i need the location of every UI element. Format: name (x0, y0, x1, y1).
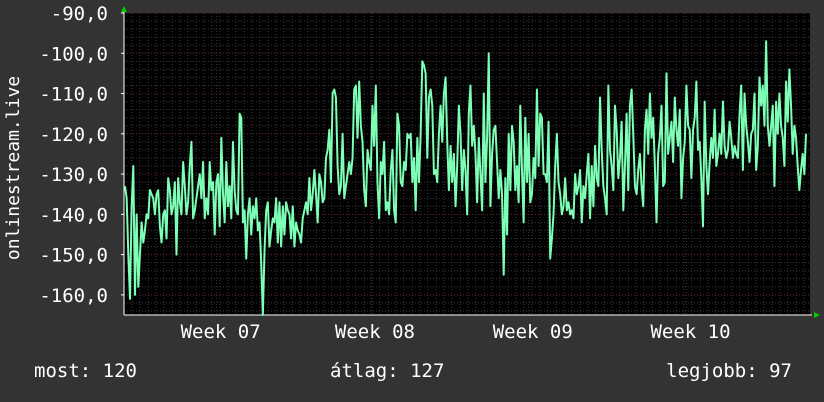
y-tick-label: -150,0 (39, 245, 108, 267)
series-line (124, 40, 807, 316)
y-tick-label: -120,0 (39, 124, 108, 146)
y-tick-label: -140,0 (39, 204, 108, 226)
x-axis-arrow-icon (814, 312, 820, 318)
y-tick-label: -100,0 (39, 43, 108, 65)
y-tick-label: -110,0 (39, 84, 108, 106)
y-tick-label: -90,0 (51, 3, 108, 25)
y-axis-arrow-icon (121, 6, 127, 12)
y-axis: -90,0 -100,0 -110,0 -120,0 -130,0 -140,0 -150,… (39, 3, 124, 307)
line-chart: -90,0 -100,0 -110,0 -120,0 -130,0 -140,0 -150,… (3, 3, 820, 343)
best-value: legjobb: 97 (666, 360, 792, 382)
y-tick-label: -160,0 (39, 285, 108, 307)
x-tick-label: Week 07 (181, 321, 261, 343)
x-axis: Week 07 Week 08 Week 09 Week 10 (181, 321, 731, 343)
y-axis-title: onlinestream.live (3, 76, 24, 260)
y-tick-label: -130,0 (39, 164, 108, 186)
average-value: átlag: 127 (330, 360, 445, 382)
current-value: most: 120 (34, 360, 137, 382)
x-tick-label: Week 08 (335, 321, 415, 343)
x-tick-label: Week 09 (493, 321, 573, 343)
x-tick-label: Week 10 (650, 321, 730, 343)
